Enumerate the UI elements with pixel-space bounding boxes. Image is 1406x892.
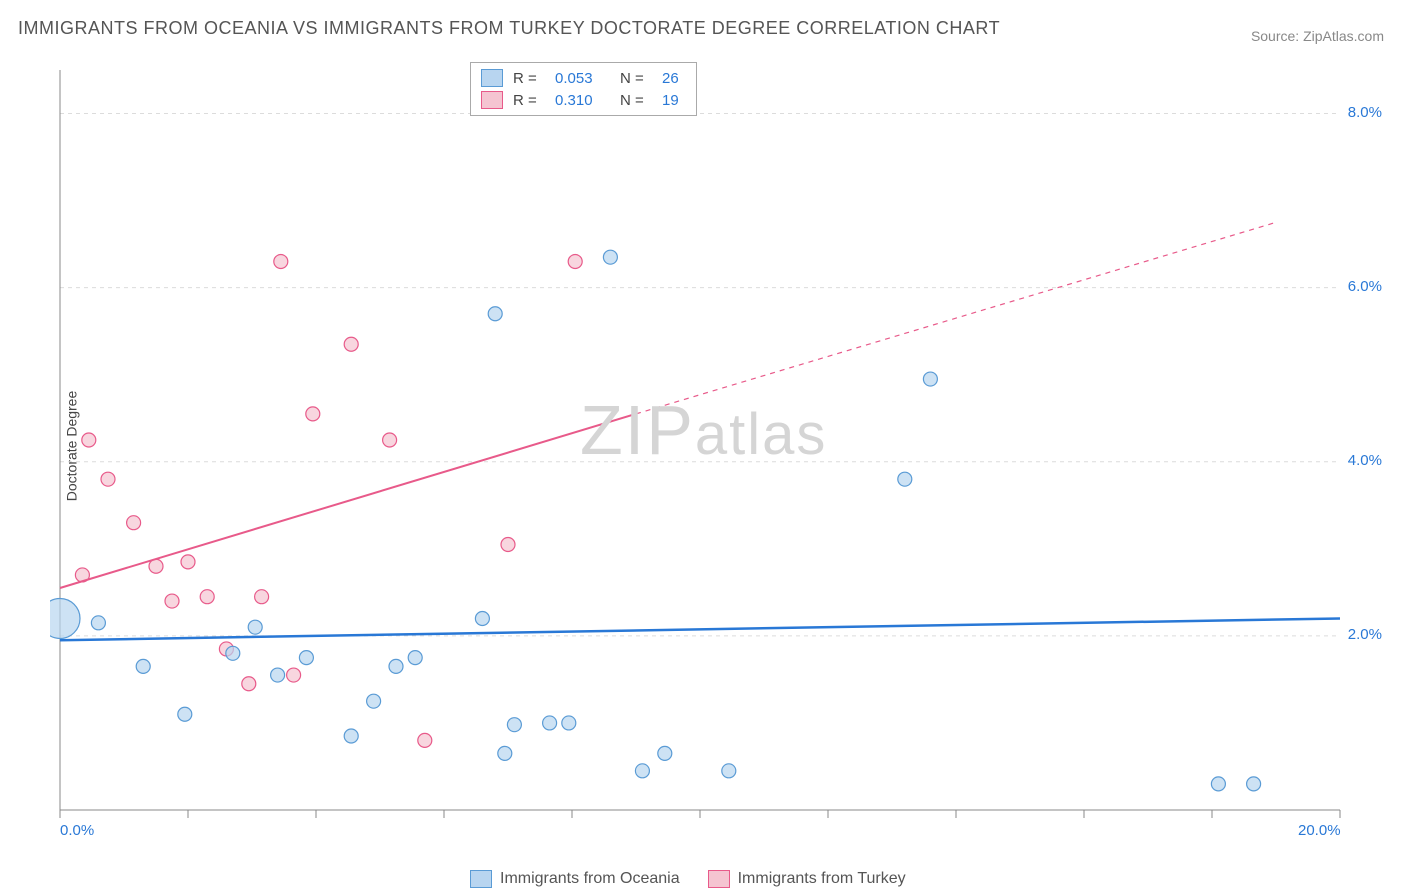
legend-item-oceania: Immigrants from Oceania: [470, 870, 680, 888]
y-tick-label: 6.0%: [1348, 278, 1382, 295]
y-tick-label: 8.0%: [1348, 104, 1382, 121]
r-value-turkey: 0.310: [555, 92, 610, 109]
r-value-oceania: 0.053: [555, 70, 610, 87]
legend-item-turkey: Immigrants from Turkey: [708, 870, 906, 888]
turkey-legend-label: Immigrants from Turkey: [738, 870, 906, 888]
scatter-chart: [50, 60, 1380, 820]
correlation-legend: R = 0.053 N = 26 R = 0.310 N = 19: [470, 62, 697, 116]
r-label: R =: [513, 70, 545, 87]
n-label: N =: [620, 92, 652, 109]
chart-title: IMMIGRANTS FROM OCEANIA VS IMMIGRANTS FR…: [18, 18, 1000, 39]
n-value-oceania: 26: [662, 70, 686, 87]
turkey-swatch-icon: [708, 870, 730, 888]
x-tick-label: 0.0%: [60, 822, 94, 839]
x-tick-label: 20.0%: [1298, 822, 1341, 839]
oceania-legend-label: Immigrants from Oceania: [500, 870, 680, 888]
series-legend: Immigrants from Oceania Immigrants from …: [470, 870, 906, 888]
oceania-swatch-icon: [470, 870, 492, 888]
y-tick-label: 2.0%: [1348, 626, 1382, 643]
chart-area: [50, 60, 1380, 820]
y-tick-label: 4.0%: [1348, 452, 1382, 469]
legend-row-oceania: R = 0.053 N = 26: [481, 67, 686, 89]
n-value-turkey: 19: [662, 92, 686, 109]
n-label: N =: [620, 70, 652, 87]
source-label: Source: ZipAtlas.com: [1251, 28, 1384, 44]
oceania-swatch-icon: [481, 69, 503, 87]
turkey-swatch-icon: [481, 91, 503, 109]
r-label: R =: [513, 92, 545, 109]
legend-row-turkey: R = 0.310 N = 19: [481, 89, 686, 111]
